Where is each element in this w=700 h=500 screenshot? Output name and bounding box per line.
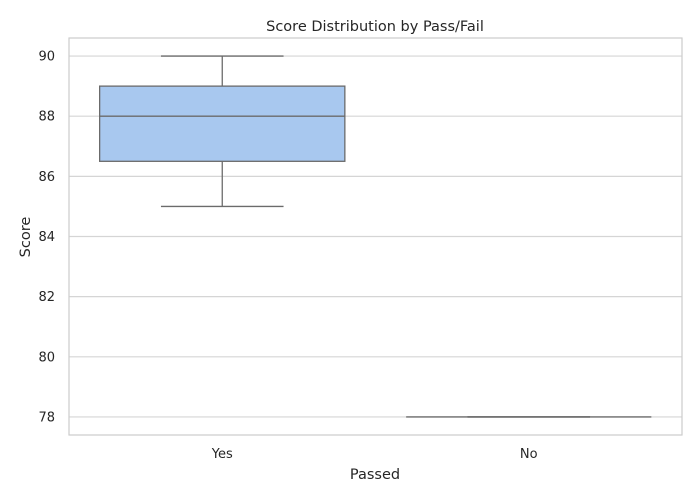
- y-tick-label: 78: [38, 410, 55, 425]
- y-tick-label: 90: [38, 50, 55, 65]
- x-axis-label: Passed: [350, 467, 400, 483]
- chart-title: Score Distribution by Pass/Fail: [266, 19, 484, 35]
- y-tick-label: 80: [38, 350, 55, 365]
- boxes: [99, 55, 652, 418]
- y-tick-label: 82: [38, 290, 55, 305]
- x-tick-labels: Yes No: [211, 447, 538, 462]
- y-tick-labels: 78 80 82 84 86 88 90: [38, 50, 55, 426]
- y-tick-label: 86: [38, 170, 55, 185]
- iqr-box: [99, 85, 346, 162]
- box-yes: [99, 55, 346, 208]
- plot-frame: [68, 37, 683, 436]
- y-tick-label: 88: [38, 110, 55, 125]
- y-tick-label: 84: [38, 230, 55, 245]
- x-tick-label: Yes: [211, 447, 233, 462]
- y-axis-label: Score: [18, 217, 34, 258]
- x-tick-label: No: [520, 447, 538, 462]
